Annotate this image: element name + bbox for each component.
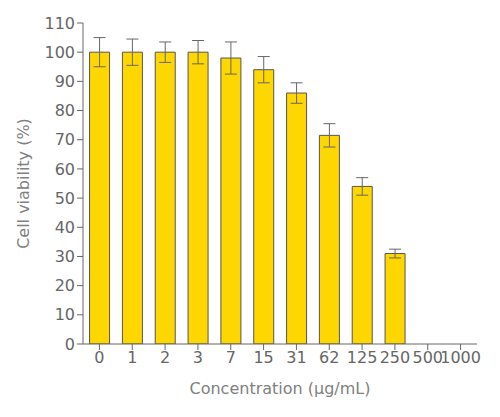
svg-text:2: 2 bbox=[160, 348, 170, 367]
svg-text:0: 0 bbox=[94, 348, 104, 367]
svg-text:1000: 1000 bbox=[440, 348, 481, 367]
svg-text:15: 15 bbox=[253, 348, 273, 367]
svg-text:40: 40 bbox=[55, 218, 75, 237]
svg-text:125: 125 bbox=[347, 348, 378, 367]
svg-text:90: 90 bbox=[55, 72, 75, 91]
svg-text:110: 110 bbox=[44, 14, 75, 33]
svg-text:60: 60 bbox=[55, 160, 75, 179]
svg-text:Cell viability (%): Cell viability (%) bbox=[14, 118, 33, 249]
svg-text:1: 1 bbox=[127, 348, 137, 367]
svg-text:Concentration (μg/mL): Concentration (μg/mL) bbox=[190, 379, 371, 398]
svg-text:70: 70 bbox=[55, 130, 75, 149]
svg-text:3: 3 bbox=[193, 348, 203, 367]
svg-text:10: 10 bbox=[55, 305, 75, 324]
svg-text:20: 20 bbox=[55, 276, 75, 295]
svg-text:31: 31 bbox=[286, 348, 306, 367]
svg-text:30: 30 bbox=[55, 247, 75, 266]
svg-text:500: 500 bbox=[412, 348, 443, 367]
svg-text:250: 250 bbox=[380, 348, 411, 367]
svg-text:62: 62 bbox=[319, 348, 339, 367]
svg-text:7: 7 bbox=[226, 348, 236, 367]
svg-text:100: 100 bbox=[44, 43, 75, 62]
svg-text:80: 80 bbox=[55, 101, 75, 120]
svg-text:0: 0 bbox=[65, 335, 75, 354]
svg-text:50: 50 bbox=[55, 189, 75, 208]
